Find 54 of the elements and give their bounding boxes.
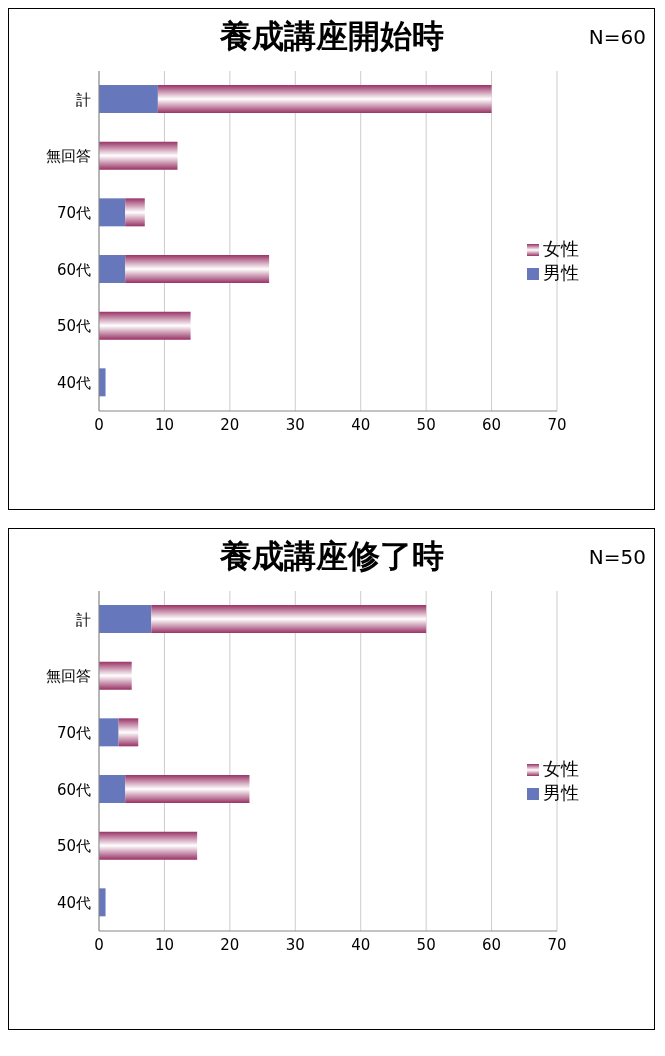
bar	[99, 888, 106, 917]
bar	[125, 775, 250, 803]
legend-label: 男性	[543, 262, 579, 283]
bar	[99, 311, 191, 340]
bar	[99, 661, 132, 690]
bar	[99, 775, 126, 803]
x-tick-label: 50	[416, 415, 436, 434]
bar	[99, 198, 126, 227]
x-tick-label: 40	[351, 935, 371, 954]
y-tick-label: 50代	[56, 317, 91, 336]
y-tick-label: 70代	[56, 203, 91, 222]
bar	[157, 85, 492, 113]
x-tick-label: 50	[416, 935, 436, 954]
x-tick-label: 0	[94, 415, 104, 434]
bar	[99, 718, 119, 747]
text: N=50	[588, 545, 646, 569]
bar	[99, 831, 198, 860]
bar	[118, 718, 139, 747]
x-tick-label: 10	[154, 415, 174, 434]
bar	[99, 141, 178, 170]
x-tick-label: 10	[154, 935, 174, 954]
chart-title: 養成講座修了時	[219, 537, 444, 575]
legend-label: 男性	[543, 782, 579, 803]
y-tick-label: 計	[76, 90, 91, 109]
bar	[99, 85, 158, 113]
y-tick-label: 60代	[56, 260, 91, 279]
y-tick-label: 60代	[56, 780, 91, 799]
y-tick-label: 40代	[56, 893, 91, 912]
y-tick-label: 50代	[56, 837, 91, 856]
bar	[125, 198, 145, 227]
x-tick-label: 70	[547, 415, 567, 434]
bar	[99, 605, 152, 633]
x-tick-label: 40	[351, 415, 371, 434]
x-tick-label: 60	[482, 415, 502, 434]
x-tick-label: 20	[220, 415, 240, 434]
chart-title: 養成講座開始時	[219, 17, 444, 55]
bar	[125, 255, 270, 283]
x-tick-label: 30	[285, 415, 305, 434]
y-tick-label: 40代	[56, 373, 91, 392]
bar	[99, 255, 126, 283]
text: N=60	[588, 25, 646, 49]
y-tick-label: 無回答	[46, 667, 91, 686]
x-tick-label: 0	[94, 935, 104, 954]
legend-label: 女性	[543, 758, 579, 779]
x-tick-label: 60	[482, 935, 502, 954]
x-tick-label: 70	[547, 935, 567, 954]
bar	[99, 368, 106, 397]
y-tick-label: 無回答	[46, 147, 91, 166]
legend-label: 女性	[543, 238, 579, 259]
x-tick-label: 30	[285, 935, 305, 954]
y-tick-label: 計	[76, 610, 91, 629]
bar	[151, 605, 427, 633]
y-tick-label: 70代	[56, 723, 91, 742]
x-tick-label: 20	[220, 935, 240, 954]
